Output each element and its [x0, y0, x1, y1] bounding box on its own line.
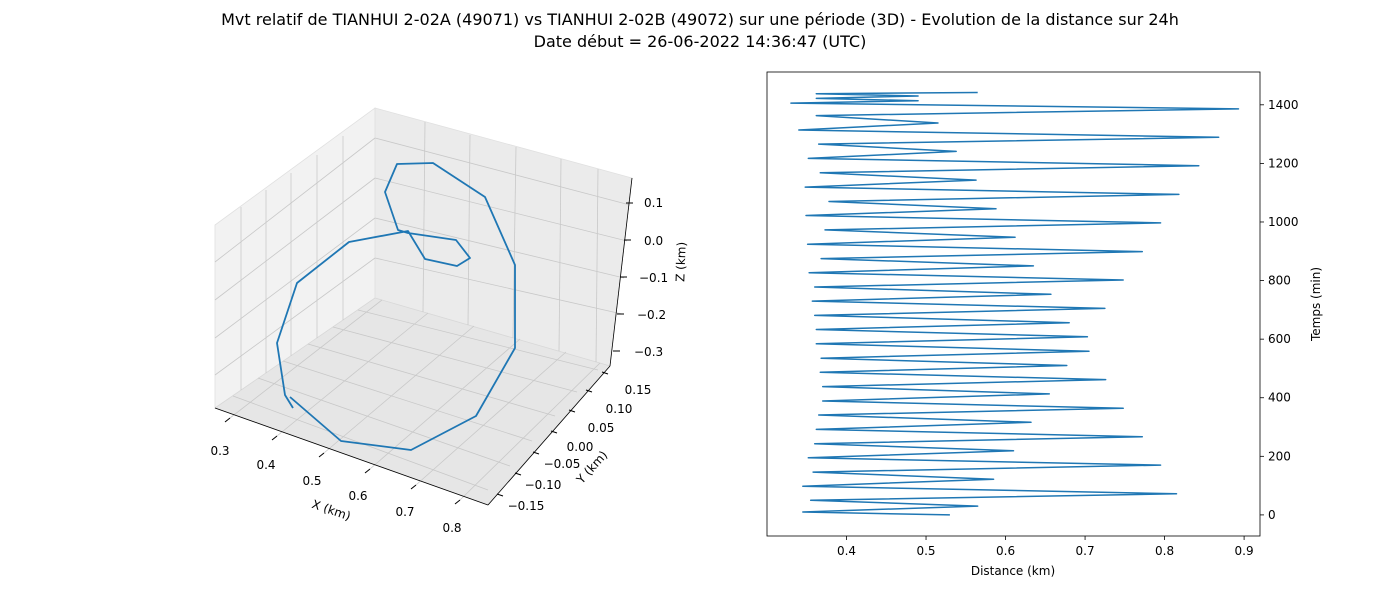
- y-tick-label: 1200: [1268, 156, 1299, 170]
- y-tick-label: 0.00: [567, 440, 594, 454]
- z-tick-label: 0.1: [644, 196, 663, 210]
- y-tick-label: 0.10: [606, 402, 633, 416]
- x-tick-label: 0.7: [395, 505, 414, 519]
- x-tick-label: 0.8: [1155, 544, 1174, 558]
- relative-motion-3d-plot: 0.3 0.4 0.5 0.6 0.7 0.8 X (km) −0.15 −0.…: [210, 107, 689, 535]
- y-tick-label: 0: [1268, 508, 1276, 522]
- y-tick-label: 600: [1268, 332, 1291, 346]
- y-tick-label: −0.05: [544, 457, 581, 471]
- x-axis-label: X (km): [310, 497, 352, 523]
- x-tick-label: 0.6: [996, 544, 1015, 558]
- z-tick-label: 0.0: [644, 234, 663, 248]
- y-tick-label: 1400: [1268, 98, 1299, 112]
- z-tick-label: −0.3: [634, 345, 663, 359]
- relative-trajectory-line: [276, 162, 516, 451]
- x-tick-label: 0.6: [348, 489, 367, 503]
- y-tick-label: 0.05: [588, 421, 615, 435]
- z-tick-label: −0.1: [639, 271, 668, 285]
- x-axis-ticks: 0.4 0.5 0.6 0.7 0.8 0.9: [837, 536, 1254, 558]
- x-tick-label: 0.5: [302, 474, 321, 488]
- axis-lines: [214, 177, 633, 506]
- y-tick-label: 1000: [1268, 215, 1299, 229]
- y-axis-label: Temps (min): [1309, 267, 1323, 342]
- x-axis-label: Distance (km): [971, 564, 1055, 578]
- grid-lines: [214, 121, 631, 501]
- x-tick-label: 0.7: [1076, 544, 1095, 558]
- x-tick-label: 0.3: [210, 444, 229, 458]
- y-tick-label: 200: [1268, 449, 1291, 463]
- plot-frame: [766, 71, 1261, 537]
- y-tick-label: −0.10: [525, 478, 562, 492]
- y-axis-ticks: 0 200 400 600 800 1000 1200 1400: [1260, 98, 1299, 522]
- y-tick-label: 0.15: [625, 383, 652, 397]
- distance-series-line: [790, 91, 1240, 516]
- x-tick-label: 0.4: [256, 458, 275, 472]
- x-tick-label: 0.9: [1235, 544, 1254, 558]
- y-tick-label: −0.15: [508, 499, 545, 513]
- x-tick-label: 0.5: [916, 544, 935, 558]
- figure-subtitle: Date début = 26-06-2022 14:36:47 (UTC): [533, 32, 867, 51]
- y-tick-label: 400: [1268, 391, 1291, 405]
- z-tick-label: −0.2: [637, 308, 666, 322]
- y-tick-label: 800: [1268, 274, 1291, 288]
- z-axis-label: Z (km): [673, 242, 688, 283]
- x-tick-label: 0.8: [442, 521, 461, 535]
- figure-title: Mvt relatif de TIANHUI 2-02A (49071) vs …: [221, 10, 1179, 29]
- z-ticks: 0.1 0.0 −0.1 −0.2 −0.3 Z (km): [613, 196, 689, 359]
- x-tick-label: 0.4: [837, 544, 856, 558]
